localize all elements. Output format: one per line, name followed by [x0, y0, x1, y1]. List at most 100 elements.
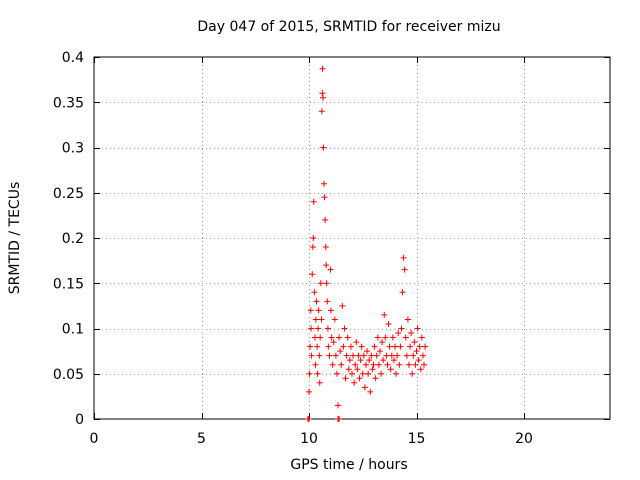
data-point	[321, 194, 328, 201]
data-point	[330, 339, 337, 346]
data-point	[329, 361, 336, 368]
data-point	[328, 334, 335, 341]
axis-ticks: 0 5 10 15 20 0 0.05 0.1 0.15 0.2 0.25 0.3 0.35 0.4	[53, 50, 610, 447]
data-point	[314, 370, 321, 377]
data-point	[403, 352, 410, 359]
data-point	[342, 375, 349, 382]
data-point	[323, 262, 330, 269]
data-point	[396, 361, 403, 368]
data-point	[376, 348, 383, 355]
data-point	[325, 343, 332, 350]
data-point	[324, 298, 331, 305]
data-point	[360, 352, 367, 359]
grid-lines	[94, 57, 610, 419]
data-point	[388, 352, 395, 359]
data-point	[399, 289, 406, 296]
y-tick-label: 0	[75, 412, 84, 428]
data-point	[317, 334, 324, 341]
data-point	[418, 334, 425, 341]
data-point	[338, 361, 345, 368]
data-point	[355, 352, 362, 359]
data-point	[306, 416, 312, 422]
data-point	[381, 311, 388, 318]
data-point	[346, 357, 353, 364]
data-point	[312, 316, 319, 323]
data-point	[372, 375, 379, 382]
data-point	[316, 352, 323, 359]
data-point	[313, 298, 320, 305]
data-point	[308, 325, 315, 332]
data-point	[310, 235, 317, 241]
data-point	[416, 343, 423, 350]
data-point	[349, 370, 355, 377]
data-point	[318, 316, 325, 323]
data-point	[394, 352, 401, 359]
data-point	[397, 343, 404, 350]
x-tick-label: 5	[197, 431, 206, 447]
data-point	[353, 339, 360, 346]
y-tick-label: 0.1	[62, 322, 84, 338]
data-point	[335, 402, 342, 409]
data-point	[322, 216, 329, 223]
x-tick-label: 0	[90, 431, 99, 447]
data-point	[371, 343, 378, 350]
data-point	[374, 334, 381, 341]
data-point	[327, 307, 334, 314]
data-point	[327, 266, 334, 273]
data-point	[386, 343, 393, 350]
data-point	[324, 325, 331, 332]
data-point	[385, 320, 392, 327]
data-point	[337, 348, 344, 355]
data-point	[409, 370, 416, 377]
data-point	[308, 352, 315, 359]
data-point	[344, 334, 351, 341]
data-point	[382, 334, 389, 341]
data-point	[401, 266, 408, 273]
data-point	[354, 366, 361, 373]
data-point	[393, 370, 400, 377]
data-point	[375, 361, 382, 368]
x-tick-label: 15	[408, 431, 426, 447]
data-point	[317, 280, 324, 287]
data-point	[412, 361, 419, 368]
data-point	[407, 343, 414, 350]
data-point	[351, 379, 358, 386]
y-tick-label: 0.25	[53, 186, 84, 202]
data-point	[339, 302, 346, 309]
data-point	[320, 144, 327, 151]
y-tick-label: 0.4	[62, 50, 84, 66]
data-point	[309, 244, 316, 251]
y-tick-label: 0.3	[62, 141, 84, 157]
data-point	[312, 334, 319, 341]
data-point	[323, 280, 330, 287]
data-point	[368, 352, 375, 359]
data-point	[378, 370, 385, 377]
data-point	[315, 325, 322, 332]
data-point	[341, 325, 348, 332]
data-point	[361, 384, 368, 391]
data-point	[380, 357, 387, 364]
data-point	[319, 65, 326, 72]
data-point	[318, 108, 325, 115]
data-point	[343, 352, 350, 359]
data-point	[398, 325, 405, 332]
y-tick-label: 0.05	[53, 367, 84, 383]
y-tick-label: 0.15	[53, 276, 84, 292]
data-point	[358, 343, 365, 350]
data-point	[311, 289, 318, 296]
data-point	[309, 271, 316, 278]
data-point	[421, 361, 428, 368]
data-point	[336, 416, 343, 422]
data-point	[366, 357, 373, 364]
data-point	[356, 375, 363, 382]
data-point	[316, 379, 323, 386]
data-point	[322, 244, 329, 251]
data-point	[369, 366, 376, 373]
data-point	[408, 330, 415, 337]
data-point	[319, 94, 326, 101]
data-point	[410, 352, 417, 359]
data-point	[364, 348, 371, 355]
data-point	[359, 370, 366, 377]
data-point	[419, 352, 426, 359]
